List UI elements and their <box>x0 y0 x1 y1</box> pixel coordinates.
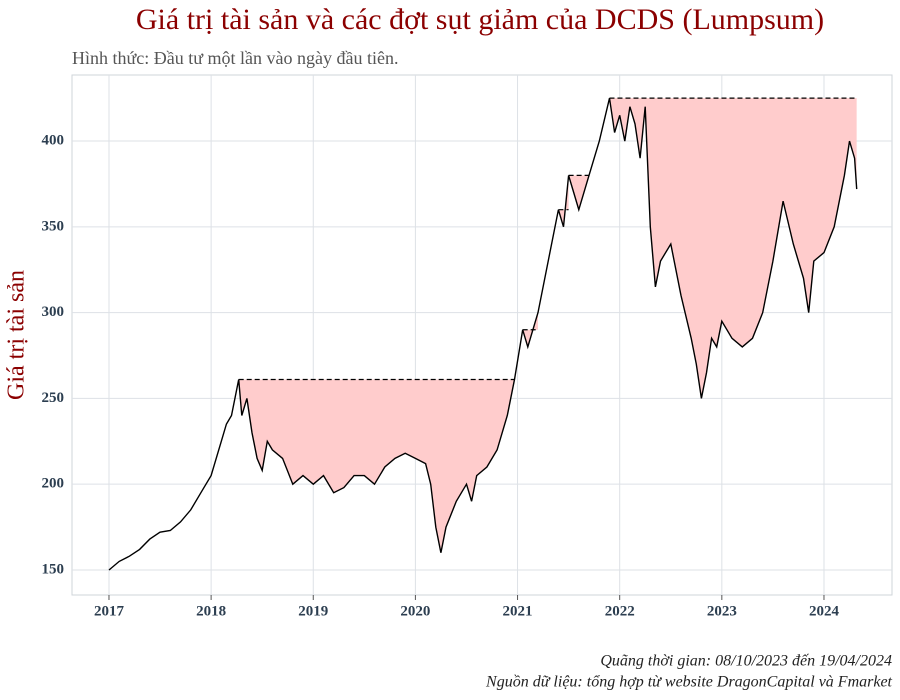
y-tick-label: 200 <box>42 476 65 492</box>
x-tick-label: 2024 <box>809 603 840 619</box>
chart-subtitle: Hình thức: Đầu tư một lần vào ngày đầu t… <box>72 48 398 68</box>
value-line <box>108 98 858 571</box>
drawdown-area <box>522 312 538 347</box>
y-tick-label: 400 <box>42 132 65 148</box>
y-tick-label: 350 <box>42 218 65 234</box>
drawdown-area <box>568 175 590 210</box>
y-tick-label: 300 <box>42 304 65 320</box>
footnote: Quãng thời gian: 08/10/2023 đến 19/04/20… <box>600 653 892 670</box>
y-axis-label: Giá trị tài sản <box>4 270 30 400</box>
x-tick-label: 2018 <box>196 603 226 619</box>
footnote: Nguồn dữ liệu: tổng hợp từ website Drago… <box>485 674 893 691</box>
x-tick-label: 2019 <box>298 603 328 619</box>
plot-frame <box>71 74 893 596</box>
drawdown-area <box>238 379 515 553</box>
x-tick-label: 2017 <box>94 603 125 619</box>
y-tick-label: 250 <box>42 390 65 406</box>
y-tick-label: 150 <box>42 561 65 577</box>
drawdown-area <box>609 98 857 399</box>
x-tick-label: 2022 <box>605 603 635 619</box>
x-tick-label: 2020 <box>400 603 430 619</box>
chart-title: Giá trị tài sản và các đợt sụt giảm của … <box>136 3 824 36</box>
x-tick-label: 2021 <box>503 603 533 619</box>
x-tick-label: 2023 <box>707 603 737 619</box>
drawdown-area <box>558 175 569 227</box>
